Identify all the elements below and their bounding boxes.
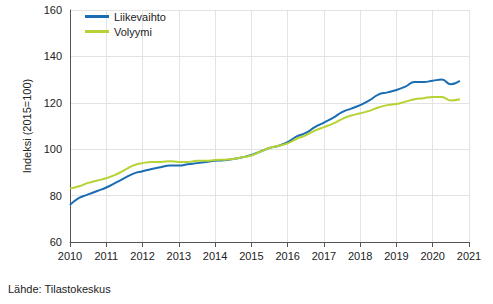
svg-text:2018: 2018: [348, 250, 372, 262]
svg-text:140: 140: [44, 50, 62, 62]
svg-text:2016: 2016: [275, 250, 299, 262]
svg-text:2021: 2021: [457, 250, 481, 262]
svg-text:100: 100: [44, 143, 62, 155]
svg-text:2012: 2012: [130, 250, 154, 262]
svg-text:Lähde: Tilastokeskus: Lähde: Tilastokeskus: [8, 283, 111, 295]
svg-text:2015: 2015: [239, 250, 263, 262]
svg-text:Liikevaihto: Liikevaihto: [114, 11, 166, 23]
svg-text:2017: 2017: [312, 250, 336, 262]
svg-text:Indeksi (2015=100): Indeksi (2015=100): [21, 79, 33, 173]
svg-text:120: 120: [44, 97, 62, 109]
svg-text:2019: 2019: [384, 250, 408, 262]
svg-text:2011: 2011: [94, 250, 118, 262]
svg-text:80: 80: [50, 190, 62, 202]
svg-text:2010: 2010: [58, 250, 82, 262]
svg-text:60: 60: [50, 236, 62, 248]
svg-text:Volyymi: Volyymi: [114, 26, 152, 38]
svg-text:2020: 2020: [420, 250, 444, 262]
svg-text:160: 160: [44, 4, 62, 16]
svg-text:2013: 2013: [167, 250, 191, 262]
svg-text:2014: 2014: [203, 250, 227, 262]
